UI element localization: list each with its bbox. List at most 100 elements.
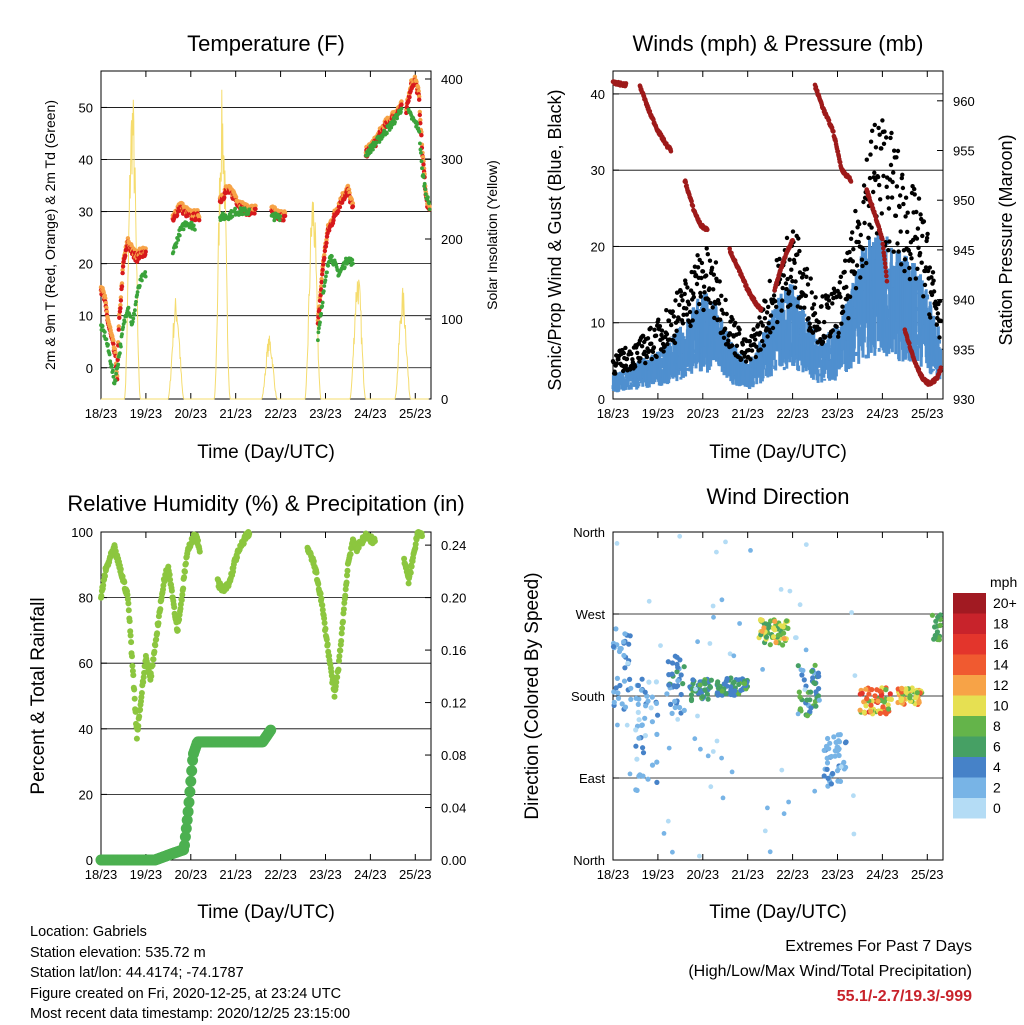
direction-point <box>708 677 715 683</box>
direction-point <box>702 687 708 693</box>
direction-point <box>710 603 716 609</box>
direction-point <box>787 588 793 594</box>
temp-9m-point <box>420 155 426 160</box>
humidity-point <box>153 636 160 643</box>
x-tick-label: 25/23 <box>911 867 944 882</box>
direction-point <box>795 711 801 717</box>
y2-tick-label: 400 <box>441 72 463 87</box>
direction-point <box>654 731 660 738</box>
wind-gust-point <box>826 298 832 303</box>
direction-point <box>646 598 652 604</box>
wind-gust-point <box>884 135 889 140</box>
dewpoint-point <box>389 125 394 130</box>
wind-gust-point <box>861 199 866 205</box>
wind-gust-point <box>648 325 653 331</box>
extremes-values: 55.1/-2.7/19.3/-999 <box>836 988 972 1005</box>
direction-point <box>835 732 841 738</box>
wind-gust-point <box>905 210 910 215</box>
humidity-point <box>136 713 143 720</box>
x-tick-label: 18/23 <box>85 406 118 421</box>
x-tick-label: 21/23 <box>219 406 252 421</box>
legend-swatch <box>953 654 986 675</box>
direction-point <box>772 618 778 625</box>
x-tick-label: 25/23 <box>399 406 432 421</box>
x-tick-label: 19/23 <box>642 406 675 421</box>
humidity-point <box>401 555 408 562</box>
direction-point <box>849 610 854 615</box>
direction-point <box>775 632 781 638</box>
wind-gust-point <box>649 356 654 362</box>
direction-point <box>799 672 805 678</box>
wind-gust-point <box>664 331 670 337</box>
wind-gust-point <box>826 305 831 310</box>
wind-gust-point <box>697 301 702 307</box>
direction-point <box>649 694 655 700</box>
direction-point <box>852 673 858 678</box>
wind-gust-point <box>857 221 862 227</box>
humidity-point <box>234 554 240 561</box>
y-tick-label: 20 <box>591 239 605 254</box>
direction-point <box>899 685 905 691</box>
wind-gust-point <box>935 311 941 316</box>
dewpoint-point <box>418 141 422 146</box>
precip-point <box>181 814 193 826</box>
wind-gust-point <box>644 354 650 360</box>
wind-gust-point <box>912 192 917 197</box>
wind-gust-point <box>895 148 901 154</box>
y2-tick-label: 200 <box>441 232 463 247</box>
direction-point <box>680 681 686 687</box>
wind-gust-point <box>711 272 716 277</box>
direction-point <box>635 709 641 716</box>
pressure-point <box>881 245 886 251</box>
y2-tick-label: 0.08 <box>441 748 466 763</box>
x-tick-label: 22/23 <box>776 867 809 882</box>
wind-gust-point <box>900 172 905 177</box>
wind-gust-point <box>797 248 802 254</box>
temperature-plot-area: 18/23 19/23 20/23 21/23 22/23 23/23 24/23 25/23… <box>79 71 463 421</box>
wind-gust-point <box>896 249 901 254</box>
temp-2m-point <box>417 97 422 102</box>
x-tick-label: 22/23 <box>264 406 297 421</box>
wind-gust-point <box>854 263 860 268</box>
wind-gust-point <box>820 339 826 345</box>
wind-gust-point <box>765 334 770 339</box>
humidity-point <box>336 653 343 660</box>
humidity-point <box>155 620 162 627</box>
wind-gust-point <box>730 317 735 322</box>
dewpoint-point <box>102 330 107 334</box>
direction-point <box>780 642 786 648</box>
direction-plot-area: 18/23 19/23 20/23 21/23 22/23 23/23 24/23 25/23… <box>571 525 944 882</box>
humidity-point <box>339 625 346 632</box>
wind-gust-point <box>789 267 794 272</box>
direction-point <box>936 637 943 643</box>
dewpoint-point <box>421 175 426 179</box>
direction-point <box>645 776 651 782</box>
x-tick-label: 19/23 <box>130 867 163 882</box>
humidity-point <box>246 530 253 537</box>
dewpoint-point <box>133 308 137 313</box>
humidity-point <box>179 591 186 598</box>
direction-point <box>796 689 802 695</box>
direction-point <box>646 679 652 685</box>
direction-point <box>813 689 819 695</box>
direction-point <box>836 746 842 752</box>
wind-gust-point <box>707 258 713 263</box>
y-tick-label: 30 <box>591 163 605 178</box>
wind-gust-point <box>862 220 867 226</box>
direction-point <box>797 694 803 700</box>
pressure-point <box>705 227 710 233</box>
direction-point <box>642 715 648 721</box>
direction-point <box>868 702 874 708</box>
dewpoint-point <box>143 274 148 279</box>
y2-tick-label: 0.00 <box>441 853 466 868</box>
direction-point <box>821 773 827 779</box>
wind-gust-point <box>803 293 809 298</box>
wind-gust-point <box>739 357 744 362</box>
direction-point <box>770 625 777 631</box>
wind-gust-point <box>790 229 796 234</box>
dewpoint-point <box>326 263 330 268</box>
y-tick-label: 20 <box>79 787 93 802</box>
wind-gust-point <box>666 318 672 323</box>
precip-point <box>185 775 197 787</box>
y2-tick-label: 930 <box>953 392 975 407</box>
